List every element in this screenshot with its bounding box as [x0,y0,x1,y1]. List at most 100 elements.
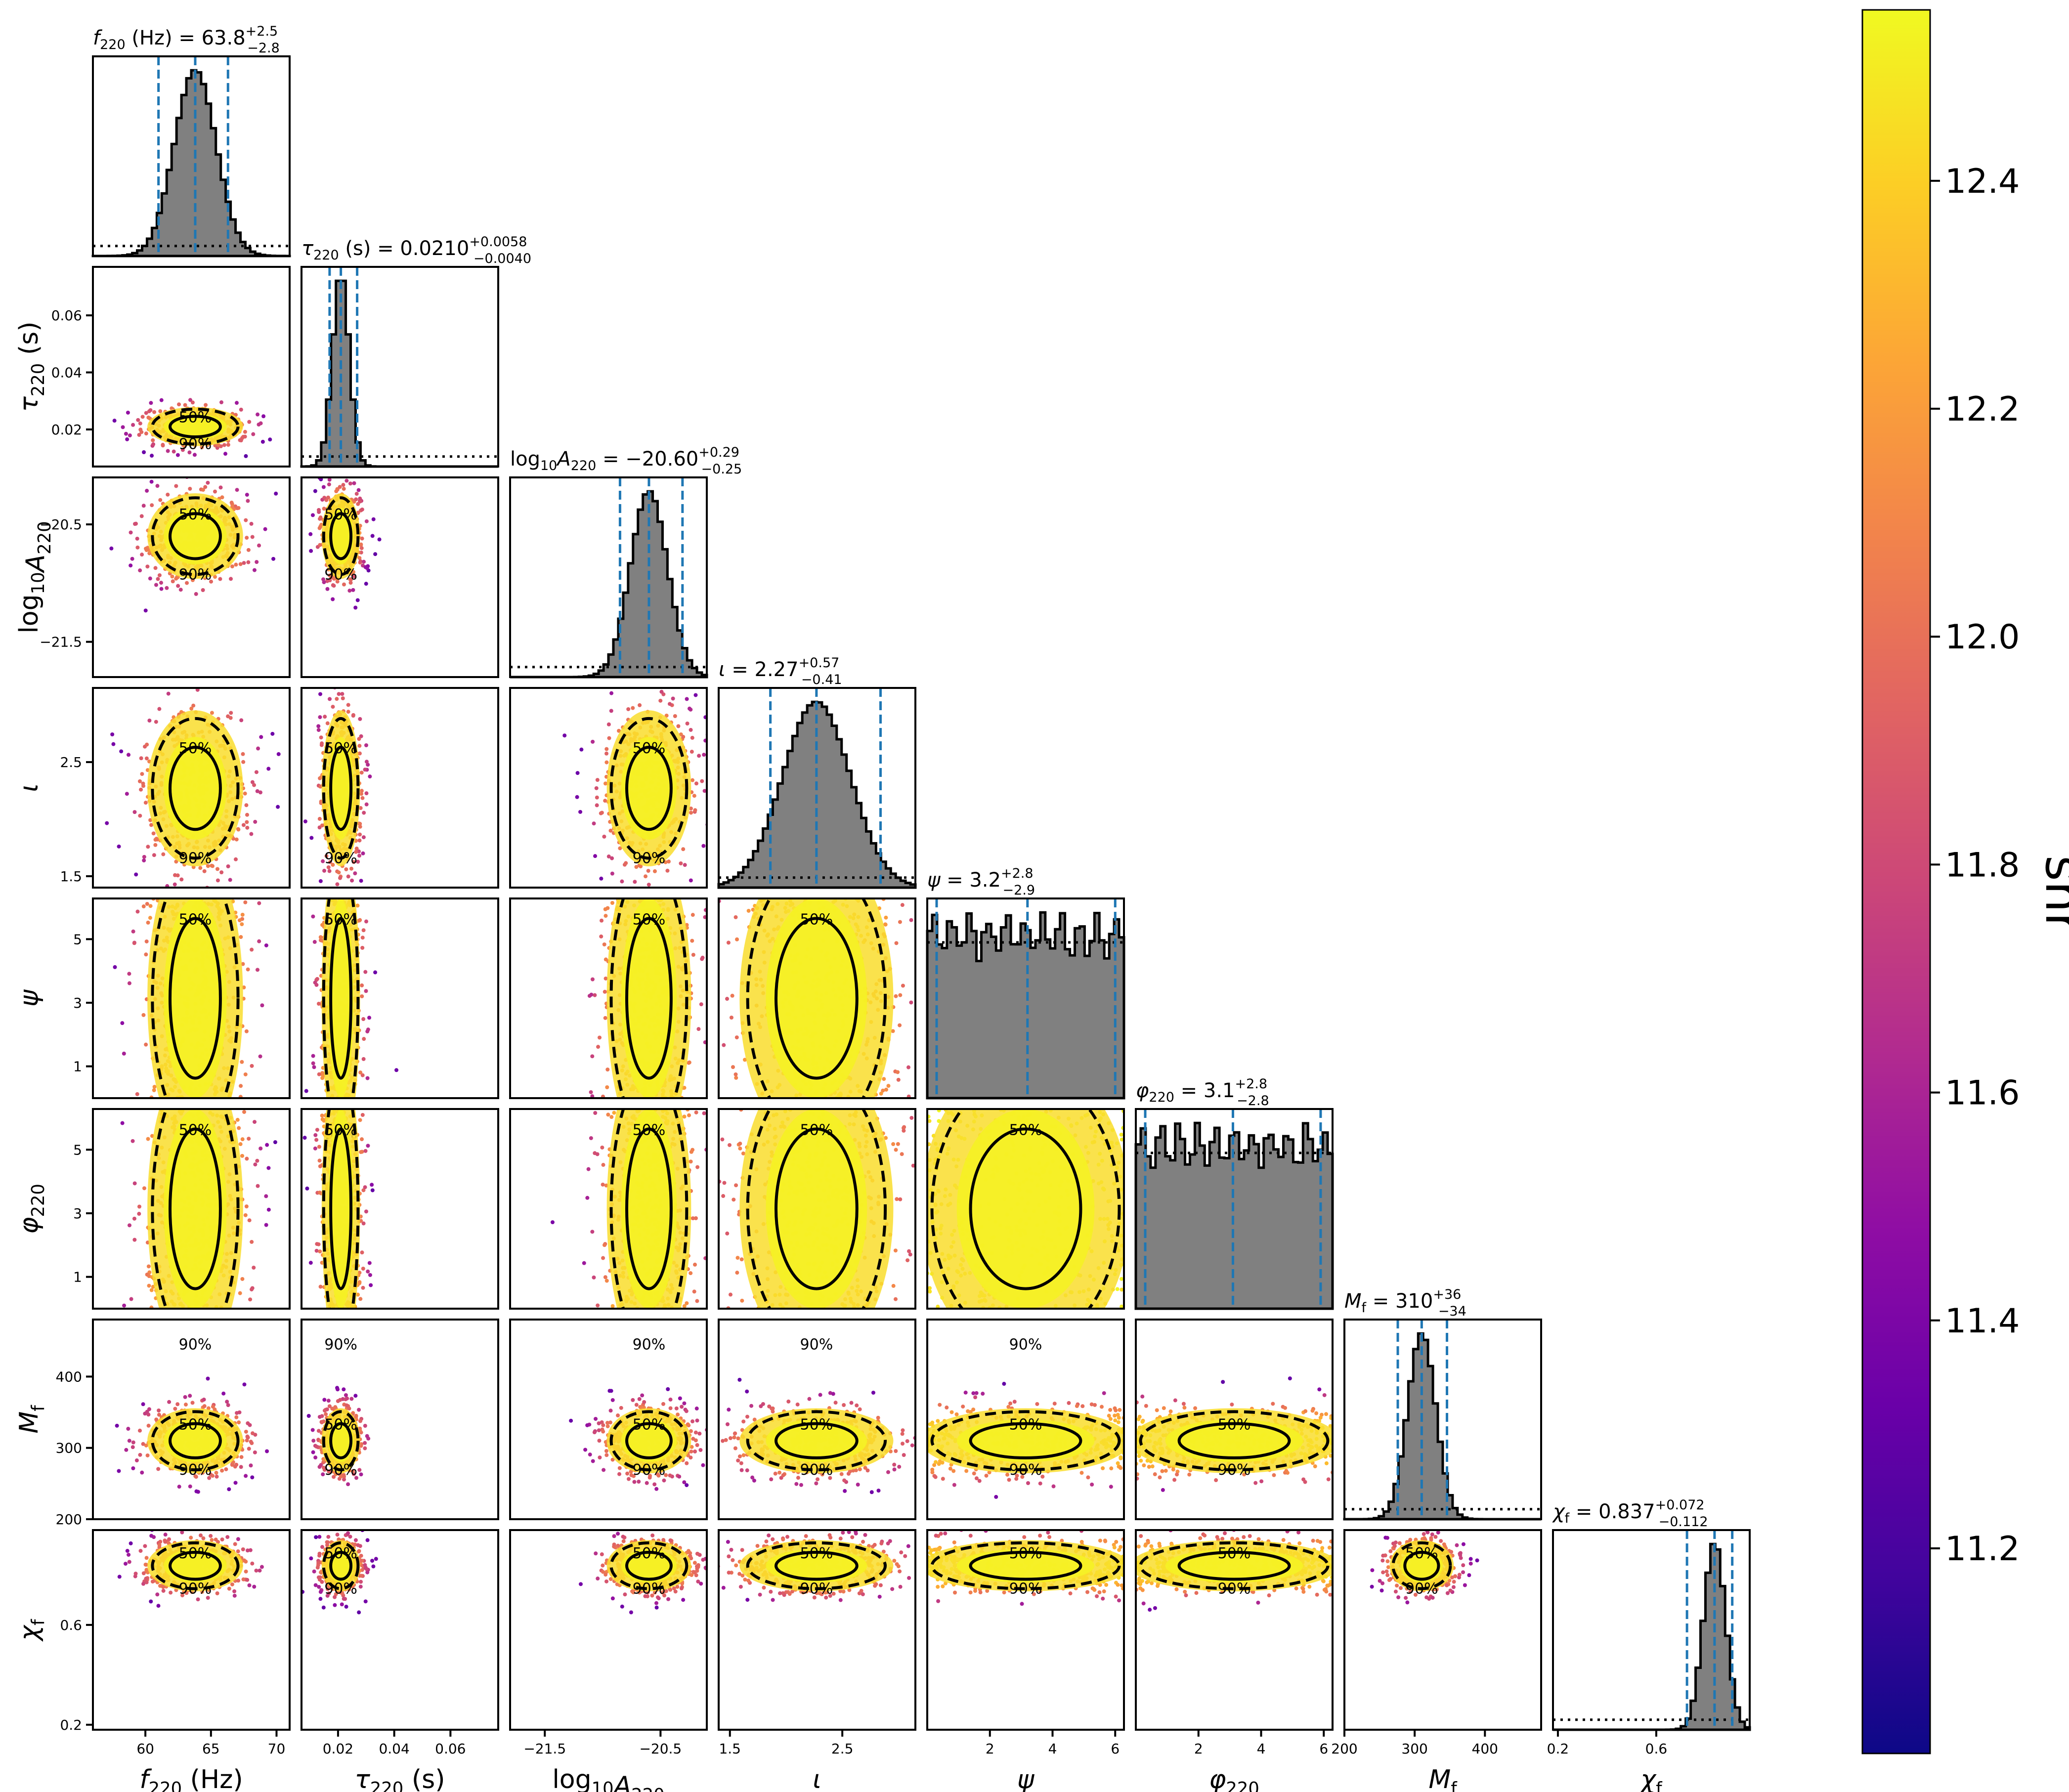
scatter-point [353,871,357,875]
scatter-point [154,583,158,587]
scatter-point [245,813,249,817]
scatter-point [605,906,609,910]
scatter-point [683,863,687,867]
scatter-point [600,919,603,923]
scatter-point [222,443,226,447]
scatter-point [165,586,169,590]
scatter-point [183,403,187,407]
scatter-point [342,487,346,491]
scatter-point [206,481,210,485]
scatter-point [223,452,227,456]
scatter-point [257,901,261,905]
scatter-point [690,939,694,943]
scatter-point [242,823,246,827]
scatter-point [691,913,695,917]
scatter-point [659,690,663,694]
scatter-point [245,826,249,830]
histogram-bars [510,491,707,677]
scatter-point [367,1016,371,1020]
scatter-point [244,518,248,522]
scatter-point [596,778,600,782]
scatter-point [592,821,596,825]
scatter-point [255,560,259,564]
scatter-point [318,817,322,821]
scatter-point [361,936,365,939]
scatter-point [127,753,130,757]
scatter-point [117,845,121,849]
scatter-point [665,869,669,873]
scatter-point [128,981,131,985]
scatter-point [373,552,377,556]
scatter-point [218,485,222,489]
contour-label-90: 90% [324,850,357,867]
scatter-point [146,921,150,925]
scatter-point [239,1084,243,1088]
scatter-point [322,485,326,489]
scatter-point [610,872,614,876]
scatter-point [251,535,255,539]
scatter-point [176,584,180,588]
scatter-point [313,981,317,984]
scatter-point [331,705,335,709]
scatter-point [256,789,259,793]
scatter-point [216,867,219,871]
scatter-point [130,557,134,561]
scatter-point [334,489,338,493]
scatter-point [201,588,205,592]
scatter-point [110,732,114,736]
panel-psi-tau220: 50%90% [302,847,498,1150]
scatter-point [358,833,362,837]
scatter-point [689,878,693,882]
panel-logA-tau220: 50%90% [302,467,498,677]
scatter-point [148,916,152,920]
scatter-point [317,728,321,732]
scatter-point [150,454,154,458]
scatter-point [356,598,360,602]
scatter-point [713,1050,717,1054]
scatter-point [179,588,183,592]
panel-grid: f220 (Hz) = 63.8+2.5 −2.850%90%0.020.040.… [14,24,1750,1792]
scatter-point [595,796,599,800]
scatter-point [368,774,372,778]
scatter-point [140,772,144,776]
scatter-point [602,835,606,839]
scatter-point [172,450,176,454]
scatter-point [331,583,335,587]
scatter-point [681,680,685,684]
scatter-point [679,861,683,865]
scatter-point [685,697,689,701]
scatter-point [620,880,624,884]
scatter-point [145,743,149,747]
scatter-point [244,803,248,807]
scatter-point [691,953,695,957]
panel-logA-f220: 50%90%−21.5−20.5log10A220 [14,464,290,677]
scatter-point [357,488,361,492]
scatter-point [134,872,138,876]
scatter-point [355,903,359,907]
scatter-point [160,587,164,591]
scatter-point [693,808,697,812]
scatter-point [238,918,242,922]
scatter-point [644,874,647,878]
scatter-point [318,543,322,547]
scatter-point [152,853,156,857]
scatter-point [241,913,245,917]
scatter-point [105,821,109,825]
scatter-point [243,430,247,434]
scatter-point [179,878,183,882]
scatter-point [357,744,361,748]
panel-iota-tau220: 50%90% [302,648,498,901]
scatter-point [247,420,251,424]
scatter-point [144,411,148,415]
scatter-point [149,401,153,405]
scatter-point [138,422,142,426]
scatter-point [681,735,685,739]
scatter-point [153,843,157,847]
scatter-point [690,778,694,782]
scatter-point [226,443,230,447]
scatter-point [596,1045,600,1049]
panel-psi-f220: 50%90%135ψ [14,847,290,1150]
scatter-point [344,867,348,871]
scatter-point [257,544,261,548]
scatter-point [609,691,613,695]
